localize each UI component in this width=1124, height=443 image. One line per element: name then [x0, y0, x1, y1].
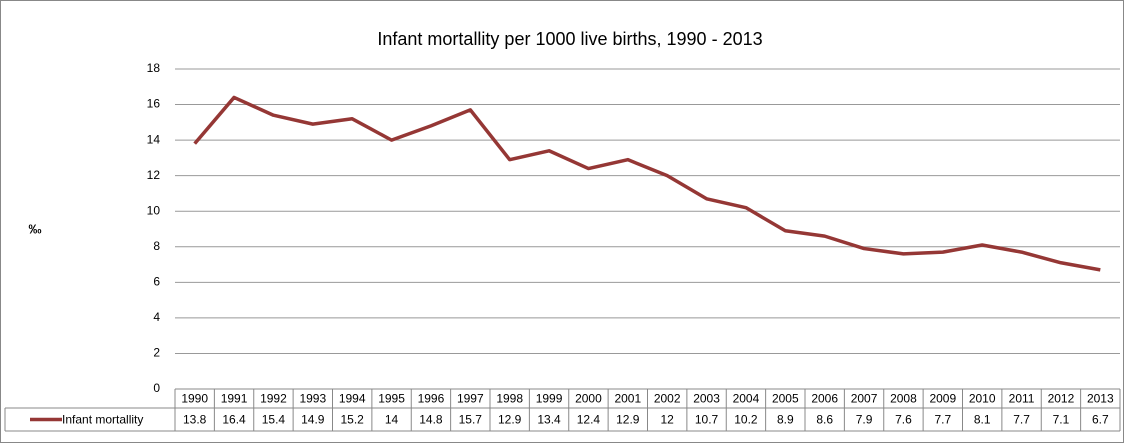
x-tick-label: 2008 [890, 392, 917, 406]
table-value: 15.2 [341, 413, 365, 427]
table-value: 12.9 [616, 413, 640, 427]
x-tick-label: 2010 [969, 392, 996, 406]
x-tick-label: 2000 [575, 392, 602, 406]
table-value: 10.7 [695, 413, 719, 427]
table-value: 14.8 [419, 413, 443, 427]
x-tick-label: 2001 [614, 392, 641, 406]
series-line [193, 95, 1101, 272]
x-tick-label: 1993 [299, 392, 326, 406]
x-tick-label: 1997 [457, 392, 484, 406]
x-tick-label: 2004 [733, 392, 760, 406]
table-value: 12.9 [498, 413, 522, 427]
y-tick-label: 8 [153, 239, 160, 253]
y-tick-label: 16 [147, 97, 161, 111]
table-value: 10.2 [734, 413, 758, 427]
x-tick-label: 1990 [181, 392, 208, 406]
x-tick-label: 1996 [418, 392, 445, 406]
y-tick-label: 2 [153, 346, 160, 360]
table-value: 7.9 [856, 413, 873, 427]
table-value: 15.4 [262, 413, 286, 427]
table-value: 7.7 [1013, 413, 1030, 427]
x-tick-label: 2013 [1087, 392, 1114, 406]
x-tick-label: 1992 [260, 392, 287, 406]
y-tick-label: 10 [147, 203, 161, 217]
x-tick-label: 2006 [811, 392, 838, 406]
x-tick-label: 2012 [1048, 392, 1075, 406]
x-tick-label: 2007 [851, 392, 878, 406]
table-value: 8.9 [777, 413, 794, 427]
y-tick-label: 12 [147, 168, 161, 182]
y-tick-label: 14 [147, 132, 161, 146]
x-tick-label: 2005 [772, 392, 799, 406]
table-value: 12 [661, 413, 675, 427]
x-tick-label: 1999 [536, 392, 563, 406]
x-tick-label: 2003 [693, 392, 720, 406]
table-value: 6.7 [1092, 413, 1109, 427]
table-value: 14 [385, 413, 399, 427]
table-value: 8.1 [974, 413, 991, 427]
x-tick-label: 1995 [378, 392, 405, 406]
legend-label: Infant mortallity [62, 413, 143, 427]
y-tick-label: 4 [153, 310, 160, 324]
table-value: 7.6 [895, 413, 912, 427]
table-value: 7.7 [934, 413, 951, 427]
x-tick-label: 2002 [654, 392, 681, 406]
table-value: 13.8 [183, 413, 207, 427]
x-tick-label: 1994 [339, 392, 366, 406]
y-tick-label: 18 [147, 61, 161, 75]
x-tick-label: 2011 [1009, 392, 1035, 406]
y-axis-label: ‰ [29, 221, 42, 236]
y-tick-label: 0 [153, 381, 160, 395]
table-value: 8.6 [816, 413, 833, 427]
table-value: 13.4 [537, 413, 561, 427]
chart-title: Infant mortallity per 1000 live births, … [377, 29, 762, 49]
x-tick-label: 1991 [221, 392, 248, 406]
table-value: 7.1 [1053, 413, 1070, 427]
y-tick-label: 6 [153, 275, 160, 289]
table-value: 14.9 [301, 413, 325, 427]
table-value: 16.4 [222, 413, 246, 427]
x-tick-label: 2009 [929, 392, 956, 406]
table-value: 12.4 [577, 413, 601, 427]
x-tick-label: 1998 [496, 392, 523, 406]
table-value: 15.7 [459, 413, 483, 427]
